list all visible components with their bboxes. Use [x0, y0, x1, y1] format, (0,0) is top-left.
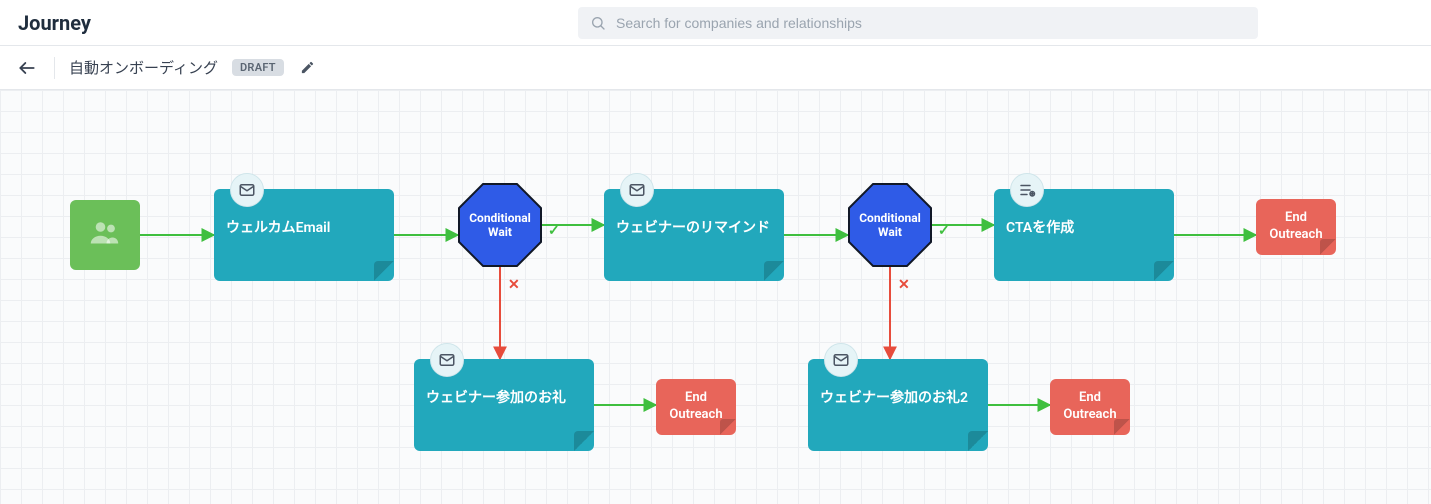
email-node[interactable]: ウェビナーのリマインド [604, 189, 784, 281]
node-label: Conditional Wait [458, 211, 542, 240]
topbar: Journey [0, 0, 1431, 46]
edge-check-icon: ✓ [938, 223, 950, 239]
search-input[interactable] [616, 15, 1246, 31]
mail-icon [230, 173, 264, 207]
journey-name: 自動オンボーディング [69, 57, 218, 78]
mail-icon [824, 343, 858, 377]
mail-icon [620, 173, 654, 207]
cta-node[interactable]: CTAを作成 [994, 189, 1174, 281]
node-label: ウェビナー参加のお礼 [426, 389, 582, 408]
email-node[interactable]: ウェビナー参加のお礼 [414, 359, 594, 451]
end-outreach-node[interactable]: End Outreach [1256, 199, 1336, 255]
journey-canvas[interactable]: ✓ ✓ ✕ ✕ ウェルカムEmail Conditional Wait ウェビナーのリマイン… [0, 90, 1431, 504]
subbar: 自動オンボーディング DRAFT [0, 46, 1431, 90]
edge-x-icon: ✕ [898, 277, 910, 293]
mail-icon [430, 343, 464, 377]
back-button[interactable] [14, 55, 40, 81]
status-badge: DRAFT [232, 59, 284, 76]
people-icon [87, 215, 123, 255]
node-label: CTAを作成 [1006, 219, 1162, 238]
node-label: End Outreach [660, 390, 732, 424]
end-outreach-node[interactable]: End Outreach [1050, 379, 1130, 435]
node-label: End Outreach [1260, 210, 1332, 244]
email-node[interactable]: ウェビナー参加のお礼2 [808, 359, 988, 451]
pencil-icon [300, 60, 315, 75]
cta-icon [1010, 173, 1044, 207]
divider [54, 57, 55, 79]
edges-layer [0, 90, 1431, 504]
email-node[interactable]: ウェルカムEmail [214, 189, 394, 281]
node-label: Conditional Wait [848, 211, 932, 240]
node-label: ウェルカムEmail [226, 219, 382, 238]
search-icon [590, 15, 606, 31]
start-node[interactable] [70, 200, 140, 270]
conditional-wait-node[interactable]: Conditional Wait [458, 183, 542, 267]
edit-button[interactable] [298, 58, 318, 78]
node-label: End Outreach [1054, 390, 1126, 424]
search-container[interactable] [578, 7, 1258, 39]
edge-x-icon: ✕ [508, 277, 520, 293]
edge-check-icon: ✓ [548, 223, 560, 239]
node-label: ウェビナーのリマインド [616, 219, 772, 238]
conditional-wait-node[interactable]: Conditional Wait [848, 183, 932, 267]
page-title: Journey [18, 11, 558, 35]
end-outreach-node[interactable]: End Outreach [656, 379, 736, 435]
node-label: ウェビナー参加のお礼2 [820, 389, 976, 408]
